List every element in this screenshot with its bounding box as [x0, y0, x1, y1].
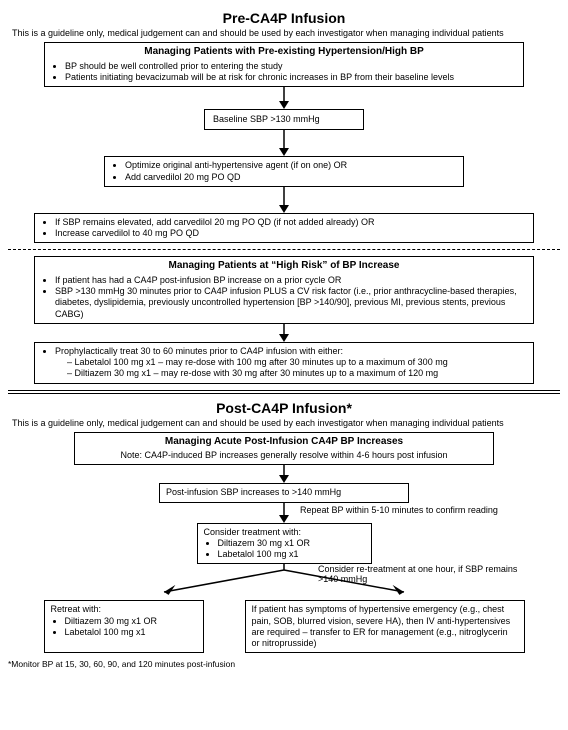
- post-sbp-box: Post-infusion SBP increases to >140 mmHg: [159, 483, 409, 502]
- prophylactic-box: Prophylactically treat 30 to 60 minutes …: [34, 342, 534, 384]
- bullet: Patients initiating bevacizumab will be …: [65, 72, 517, 83]
- bullet-text: Prophylactically treat 30 to 60 minutes …: [55, 346, 343, 356]
- bottom-row: Retreat with: Diltiazem 30 mg x1 OR Labe…: [8, 600, 560, 653]
- post-head-box: Managing Acute Post-Infusion CA4P BP Inc…: [74, 432, 494, 466]
- box-text: Baseline SBP >130 mmHg: [213, 114, 320, 124]
- dashed-separator: [8, 249, 560, 250]
- box-title: Managing Patients at “High Risk” of BP I…: [41, 260, 527, 273]
- repeat-row: Repeat BP within 5-10 minutes to confirm…: [8, 503, 560, 523]
- bullet: BP should be well controlled prior to en…: [65, 61, 517, 72]
- sub-bullet: – Labetalol 100 mg x1 – may re-dose with…: [55, 357, 527, 368]
- post-guideline-note: This is a guideline only, medical judgem…: [12, 418, 560, 428]
- reconsider-label: Consider re-treatment at one hour, if SB…: [318, 564, 528, 584]
- repeat-label: Repeat BP within 5-10 minutes to confirm…: [300, 505, 500, 515]
- box-text: If patient has symptoms of hypertensive …: [252, 604, 511, 648]
- arrow-down-icon: [8, 324, 560, 342]
- bullet: If patient has had a CA4P post-infusion …: [55, 275, 527, 286]
- arrow-down-icon: [8, 187, 560, 213]
- high-risk-box: Managing Patients at “High Risk” of BP I…: [34, 256, 534, 324]
- box-title: Managing Patients with Pre-existing Hype…: [51, 46, 517, 59]
- double-separator: [8, 390, 560, 394]
- bullet: Prophylactically treat 30 to 60 minutes …: [55, 346, 527, 380]
- box-title: Managing Acute Post-Infusion CA4P BP Inc…: [81, 436, 487, 449]
- arrow-down-icon: [274, 503, 294, 523]
- bullet: Increase carvedilol to 40 mg PO QD: [55, 228, 527, 239]
- pre-hypertension-box: Managing Patients with Pre-existing Hype…: [44, 42, 524, 87]
- bullet: Optimize original anti-hypertensive agen…: [125, 160, 457, 171]
- box-text: Post-infusion SBP increases to >140 mmHg: [166, 487, 341, 497]
- bullet: SBP >130 mmHg 30 minutes prior to CA4P i…: [55, 286, 527, 320]
- split-row: Consider re-treatment at one hour, if SB…: [8, 564, 560, 600]
- emergency-box: If patient has symptoms of hypertensive …: [245, 600, 525, 653]
- box-subnote: Note: CA4P-induced BP increases generall…: [81, 450, 487, 461]
- pre-title: Pre-CA4P Infusion: [8, 10, 560, 26]
- optimize-box: Optimize original anti-hypertensive agen…: [104, 156, 464, 187]
- post-title: Post-CA4P Infusion*: [8, 400, 560, 416]
- lead-text: Retreat with:: [51, 604, 197, 615]
- lead-text: Consider treatment with:: [204, 527, 365, 538]
- sub-bullet: – Diltiazem 30 mg x1 – may re-dose with …: [55, 368, 527, 379]
- bullet: Labetalol 100 mg x1: [218, 549, 365, 560]
- arrow-down-icon: [8, 130, 560, 156]
- pre-guideline-note: This is a guideline only, medical judgem…: [12, 28, 560, 38]
- arrow-down-icon: [8, 87, 560, 109]
- bullet: Diltiazem 30 mg x1 OR: [218, 538, 365, 549]
- bullet: Diltiazem 30 mg x1 OR: [65, 616, 197, 627]
- bullet: If SBP remains elevated, add carvedilol …: [55, 217, 527, 228]
- bullet: Add carvedilol 20 mg PO QD: [125, 172, 457, 183]
- footnote: *Monitor BP at 15, 30, 60, 90, and 120 m…: [8, 659, 560, 669]
- sbp-elevated-box: If SBP remains elevated, add carvedilol …: [34, 213, 534, 244]
- bullet: Labetalol 100 mg x1: [65, 627, 197, 638]
- baseline-sbp-box: Baseline SBP >130 mmHg: [204, 109, 364, 130]
- retreat-box: Retreat with: Diltiazem 30 mg x1 OR Labe…: [44, 600, 204, 653]
- arrow-down-icon: [8, 465, 560, 483]
- consider-treatment-box: Consider treatment with: Diltiazem 30 mg…: [197, 523, 372, 565]
